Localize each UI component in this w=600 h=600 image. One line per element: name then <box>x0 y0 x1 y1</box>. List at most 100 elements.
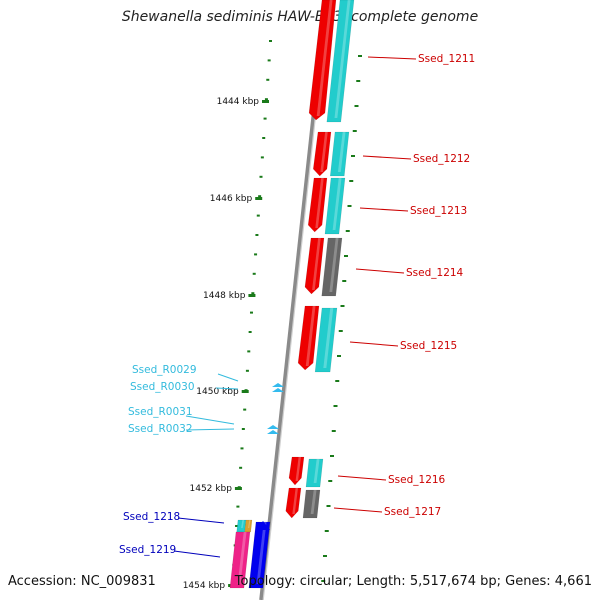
cds-block-1211-red-highlight <box>316 0 333 116</box>
length-value: 5,517,674 bp <box>409 574 497 589</box>
gene-label-ssed_r0029: Ssed_R0029 <box>132 364 197 376</box>
gene-leader-line <box>362 155 412 160</box>
scale-dot <box>342 280 347 282</box>
gene-block-1219-blue <box>248 521 271 589</box>
scale-tick <box>234 487 242 490</box>
scale-dot <box>328 480 333 482</box>
gene-leader-line <box>367 56 417 60</box>
scale-dot <box>243 408 247 411</box>
cds-block-1213-cyan <box>324 177 346 235</box>
scale-dot <box>344 255 348 257</box>
scale-dot <box>358 55 362 57</box>
cds-block-1212-cyan <box>329 131 350 177</box>
scale-dot <box>326 505 331 507</box>
scale-dot <box>239 466 243 469</box>
cds-block-1212-cyan-highlight <box>337 132 346 172</box>
scale-dot <box>236 505 240 508</box>
gene-label-ssed_1213: Ssed_1213 <box>410 205 467 217</box>
scale-dot <box>235 525 239 527</box>
scale-dot <box>324 530 329 532</box>
scale-dot <box>330 455 334 457</box>
scale-tick <box>248 294 256 297</box>
cds-block-1217-red-highlight <box>292 488 298 514</box>
cds-block-1214-red <box>304 237 325 295</box>
scale-dot <box>337 355 341 357</box>
gene-label-ssed_1215: Ssed_1215 <box>400 340 457 352</box>
cds-block-1212-red <box>312 131 332 177</box>
scale-dot <box>258 195 262 198</box>
gene-label-ssed_1217: Ssed_1217 <box>384 506 441 518</box>
cds-block-1217-red <box>285 487 302 519</box>
gene-block-1218-orange-highlight <box>248 520 251 528</box>
cds-block-1214-gray <box>321 237 343 297</box>
scale-dot <box>345 230 350 232</box>
scale-dot <box>248 331 252 333</box>
scale-tick <box>262 100 269 103</box>
scale-dot <box>262 137 266 139</box>
scale-dot <box>321 580 326 582</box>
scale-tick <box>241 390 249 393</box>
gene-block-1218-cyan-highlight <box>241 520 244 528</box>
gene-arrow-head <box>256 521 270 530</box>
cds-block-1216-red <box>288 456 305 486</box>
gene-block-1218-orange <box>244 519 253 533</box>
cds-block-1211-red <box>308 0 337 121</box>
cds-block-1213-red <box>307 177 328 233</box>
scale-tick <box>255 197 263 200</box>
scale-tick-label: 1446 kbp <box>210 194 253 204</box>
scale-dot <box>252 272 256 275</box>
scale-dot <box>267 59 271 62</box>
accession-info: Accession: NC_009831 <box>8 574 156 589</box>
topology-value: circular <box>299 574 348 589</box>
rna-chevron-lower-lower <box>267 430 279 434</box>
cds-block-1211-cyan <box>326 0 355 123</box>
cds-block-1215-red <box>297 305 320 371</box>
scale-dot <box>245 369 249 372</box>
scale-dot <box>266 78 270 81</box>
cds-block-1217-gray-highlight <box>310 490 317 514</box>
scale-dot <box>241 428 245 430</box>
scale-tick-label: 1444 kbp <box>217 97 260 107</box>
scale-tick-label: 1452 kbp <box>190 484 233 494</box>
accession-value: NC_009831 <box>80 574 156 589</box>
rna-chevron-upper <box>272 383 284 387</box>
scale-dot <box>347 205 352 207</box>
scale-dot <box>260 156 264 159</box>
scale-dot <box>356 80 361 82</box>
cds-block-1216-red-highlight <box>295 457 301 481</box>
scale-dot <box>338 330 343 332</box>
genome-stats: Topology: circular; Length: 5,517,674 bp… <box>234 574 592 589</box>
scale-dot <box>333 405 338 407</box>
scale-dot <box>263 117 267 120</box>
cds-block-1214-gray-highlight <box>329 238 339 292</box>
cds-block-1211-cyan-highlight <box>334 0 351 118</box>
gene-label-ssed_1219: Ssed_1219 <box>119 544 176 556</box>
gene-leader-line <box>217 373 239 382</box>
gene-label-ssed_1214: Ssed_1214 <box>406 267 464 279</box>
scale-dot <box>349 180 354 182</box>
cds-block-1216-cyan <box>305 458 324 488</box>
scale-dot <box>259 175 263 178</box>
scale-dot <box>352 130 357 132</box>
cds-block-1216-cyan-highlight <box>313 459 320 483</box>
scale-dot <box>247 350 251 353</box>
scale-dot <box>249 311 253 314</box>
genes-value: 4,661 <box>554 574 592 589</box>
gene-leader-line <box>355 268 405 274</box>
scale-dot <box>255 234 259 236</box>
cds-block-1217-gray <box>302 489 321 519</box>
scale-tick-label: 1450 kbp <box>196 387 239 397</box>
genes-label: Genes: <box>505 574 551 589</box>
rna-chevron-upper-lower <box>272 388 284 392</box>
scale-tick-label: 1454 kbp <box>183 581 226 591</box>
gene-leader-line <box>185 428 235 431</box>
gene-leader-line <box>349 341 399 347</box>
scale-dot <box>323 555 327 557</box>
gene-leader-line <box>359 207 409 212</box>
gene-label-ssed_1211: Ssed_1211 <box>418 53 475 65</box>
gene-label-ssed_1216: Ssed_1216 <box>388 474 446 486</box>
topology-label: Topology: <box>234 574 296 589</box>
scale-dot <box>269 40 272 42</box>
scale-dot <box>251 292 255 295</box>
scale-dot <box>331 430 336 432</box>
